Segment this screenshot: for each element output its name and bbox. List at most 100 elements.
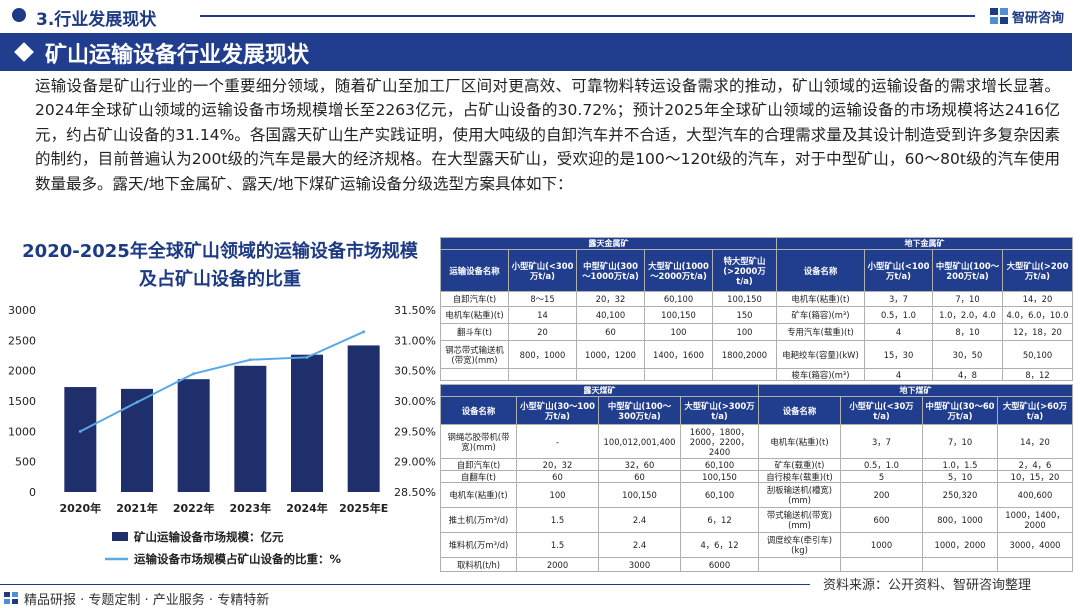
table-cell: 12，18，20 [1002, 323, 1073, 341]
table-cell [440, 368, 509, 381]
table-cell: 4 [864, 323, 933, 341]
metal-mine-table: 露天金属矿 地下金属矿 运输设备名称 小型矿山(<300万t/a) 中型矿山(300～1… [440, 237, 1073, 381]
table-cell: 15，30 [864, 340, 933, 369]
table-group-header: 露天煤矿 [440, 384, 759, 397]
brand-mark-icon [990, 8, 1008, 24]
table-cell: 100 [712, 323, 777, 341]
table-cell: 7，10 [932, 291, 1003, 307]
table-column-header: 中型矿山(30～60万t/a) [922, 396, 998, 425]
table-cell: 40,100 [576, 306, 645, 324]
table-cell: 60 [598, 470, 681, 483]
bar [234, 365, 267, 492]
table-column-header: 特大型矿山(>2000万t/a) [712, 249, 777, 292]
table-column-header: 大型矿山(>300万t/a) [680, 396, 759, 425]
table-row: 钢芯带式输送机(带宽)(mm) 800，1000 1000，1200 1400，160… [440, 340, 1073, 369]
table-cell: 60 [576, 323, 645, 341]
table-cell: 50,100 [1002, 340, 1073, 369]
bar [177, 379, 210, 492]
table-row: 电机车(粘重)(t) 100 100,150 60,100 刮板输送机(槽宽)(mm) 2… [440, 482, 1073, 508]
table-cell: 20 [508, 323, 577, 341]
table-cell: 0.5，1.0 [864, 306, 933, 324]
table-cell: 6，12 [680, 507, 759, 533]
table-cell: 1.5 [516, 532, 599, 558]
left-axis-tick-label: 3000 [8, 304, 36, 317]
coal-mine-table: 露天煤矿 地下煤矿 设备名称 小型矿山(30～100万t/a) 中型矿山(100～300… [440, 384, 1073, 572]
title-banner: 矿山运输设备行业发展现状 [0, 33, 1072, 71]
table-cell: 250,320 [922, 482, 998, 508]
table-cell: 3000，4000 [997, 532, 1073, 558]
table-cell [644, 368, 713, 381]
table-cell: - [516, 424, 599, 459]
source-note: 资料来源：公开资料、智研咨询整理 [823, 578, 1032, 593]
table-cell: 电机车(粘重)(t) [758, 424, 841, 459]
table-row: 电机车(粘重)(t) 14 40,100 100,150 150 矿车(箱容)(m³) 0.… [440, 306, 1073, 324]
table-cell: 自行梭车(载重)(t) [758, 470, 841, 483]
table-cell: 400,600 [997, 482, 1073, 508]
table-cell: 推土机(万m³/d) [440, 507, 517, 533]
table-cell: 4，6，12 [680, 532, 759, 558]
table-cell: 矿车(载重)(t) [758, 458, 841, 471]
bar [291, 354, 323, 492]
table-cell [922, 557, 998, 572]
right-axis-tick-label: 29.50% [394, 425, 436, 438]
legend-bar-label: 矿山运输设备市场规模：亿元 [134, 530, 284, 544]
chart-title: 2020-2025年全球矿山领域的运输设备市场规模及占矿山设备的比重 [22, 241, 418, 290]
table-cell: 32，60 [598, 458, 681, 471]
table-cell: 电机车(粘重)(t) [440, 482, 517, 508]
table-cell: 3，7 [864, 291, 933, 307]
category-label: 2024年 [286, 501, 328, 515]
table-row: 取料机(t/h) 2000 3000 6000 [440, 557, 1073, 572]
bar [121, 388, 153, 492]
table-cell: 电机车(粘重)(t) [440, 306, 509, 324]
left-axis-tick-label: 1000 [8, 425, 36, 438]
table-row: 钢绳芯胶带机(带宽)(mm) -100,012,001,400 1600，1800，… [440, 424, 1073, 459]
table-column-header: 设备名称 [440, 396, 517, 425]
ratio-point [248, 358, 252, 362]
table-cell: 钢芯带式输送机(带宽)(mm) [440, 340, 509, 369]
ratio-point [135, 400, 139, 404]
footer-rule [0, 584, 810, 585]
table-cell: 600 [840, 507, 923, 533]
category-label: 2021年 [116, 501, 158, 515]
table-cell: 200 [840, 482, 923, 508]
intro-paragraph: 运输设备是矿山行业的一个重要细分领域，随着矿山至加工厂区间对更高效、可靠物料转运… [35, 77, 1060, 193]
table-cell: 调度绞车(牵引车)(kg) [758, 532, 841, 558]
table-cell: 1000，1200 [576, 340, 645, 369]
right-axis-tick-label: 31.00% [394, 334, 436, 347]
right-axis-tick-label: 30.00% [394, 395, 436, 408]
table-cell: 1.5 [516, 507, 599, 533]
table-cell: 2000 [516, 557, 599, 572]
table-cell [997, 557, 1073, 572]
table-cell [758, 557, 841, 572]
table-cell: 3000 [598, 557, 681, 572]
table-cell: 5 [840, 470, 923, 483]
table-cell: 1400，1600 [644, 340, 713, 369]
table-cell: 1000 [840, 532, 923, 558]
table-cell: 3，7 [840, 424, 923, 459]
section-bullet-icon [12, 8, 26, 22]
table-column-header: 中型矿山(100～200万t/a) [932, 249, 1003, 292]
right-axis-tick-label: 30.50% [394, 365, 436, 378]
table-cell: 14，20 [997, 424, 1073, 459]
left-axis-tick-label: 0 [29, 486, 36, 499]
table-row: 自翻车(t) 60 60 100,150 自行梭车(载重)(t) 5 5，10 10，15，2… [440, 470, 1073, 483]
table-column-header: 设备名称 [758, 396, 841, 425]
table-cell: 1.0，1.5 [922, 458, 998, 471]
table-row: 自卸汽车(t) 8～15 20，32 60,100 100,150 电机车(粘重)(t) 3… [440, 291, 1073, 307]
table-cell: 60 [516, 470, 599, 483]
table-cell: 1600，1800，2000，2200，2400 [680, 424, 759, 459]
table-row: 堆料机(万m³/d) 1.5 2.4 4，6，12 调度绞车(牵引车)(kg) 1000 1… [440, 532, 1073, 558]
table-cell: 2.4 [598, 532, 681, 558]
table-cell: 8，12 [1002, 368, 1073, 381]
table-cell: 100 [516, 482, 599, 508]
table-cell: 10，15，20 [997, 470, 1073, 483]
table-cell: 自卸汽车(t) [440, 458, 517, 471]
table-cell: 取料机(t/h) [440, 557, 517, 572]
table-group-header: 露天金属矿 [440, 237, 777, 250]
brand-logo: 智研咨询 [990, 6, 1075, 26]
table-cell: 20，32 [576, 291, 645, 307]
section-title: 3.行业发展现状 [36, 10, 157, 30]
table-cell: 1000，1400，2000 [997, 507, 1073, 533]
table-row: 翻斗车(t) 20 60 100 100 专用汽车(载重)(t) 4 8，10 12，18，20 [440, 323, 1073, 341]
bar [64, 387, 97, 492]
